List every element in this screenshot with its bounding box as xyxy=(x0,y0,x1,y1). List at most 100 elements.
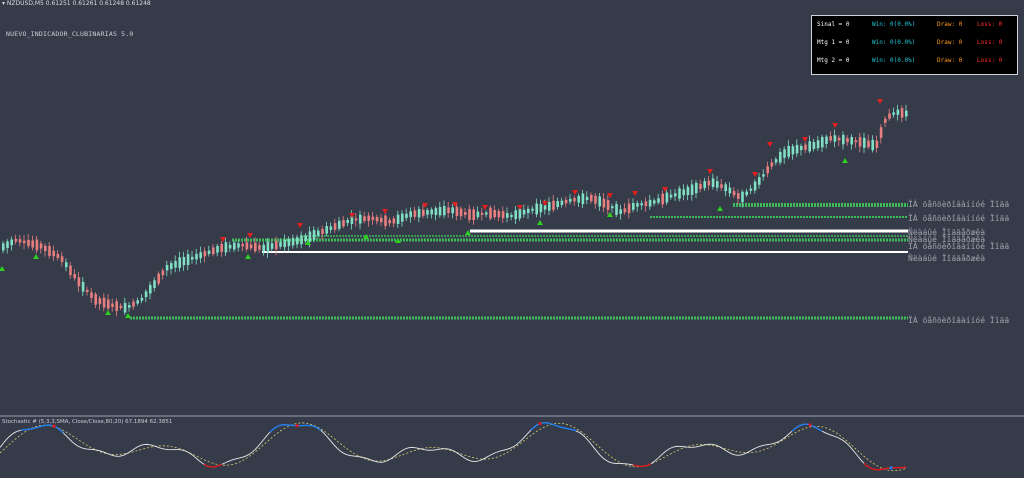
stats-label: Mtg 1 = 0 xyxy=(817,39,850,46)
candle-body xyxy=(56,253,60,258)
candle-body xyxy=(375,217,379,222)
candle-body xyxy=(728,187,732,194)
candle-body xyxy=(199,252,202,259)
candle-body xyxy=(119,305,123,309)
candle-body xyxy=(392,218,396,224)
stats-panel: Sinal = 0 Win: 0(0.0%) Draw: 0 Loss: 0 M… xyxy=(811,15,1018,75)
candle-body xyxy=(90,292,93,298)
candle-body xyxy=(111,303,114,307)
indicator-title: NUEVO_INDICADOR_CLUBINARIAS 5.0 xyxy=(6,30,134,38)
osc-dot xyxy=(808,423,812,427)
candle-body xyxy=(753,181,757,191)
candle-body xyxy=(468,209,471,220)
candle-body xyxy=(741,191,744,203)
candle-body xyxy=(312,229,316,240)
candle-body xyxy=(611,206,614,209)
candle-body xyxy=(98,298,102,305)
candle-body xyxy=(254,242,257,252)
candle-body xyxy=(665,192,669,203)
candle-body xyxy=(216,246,219,253)
candle-body xyxy=(73,274,76,279)
candle-body xyxy=(212,247,215,255)
candle-body xyxy=(623,208,627,213)
sell-arrow-icon xyxy=(607,193,613,198)
oversold-segment xyxy=(215,464,220,468)
candle-body xyxy=(573,197,576,202)
candle-body xyxy=(18,239,22,243)
oversold-segment xyxy=(884,467,889,470)
stats-label: Sinal = 0 xyxy=(817,21,850,28)
candle-body xyxy=(14,238,18,242)
candle-body xyxy=(338,220,341,229)
sell-arrow-icon xyxy=(297,223,303,228)
oversold-segment xyxy=(881,468,886,470)
buy-arrow-icon xyxy=(717,206,723,211)
candle-body xyxy=(560,200,564,205)
sell-arrow-icon xyxy=(877,99,883,104)
overbought-segment xyxy=(551,423,556,426)
stats-win: Win: 0(0.0%) xyxy=(872,39,916,46)
overbought-segment xyxy=(572,429,577,432)
candle-body xyxy=(644,201,648,207)
candle-body xyxy=(291,237,295,246)
candle-body xyxy=(258,245,261,250)
candle-body xyxy=(426,210,429,215)
candle-body xyxy=(333,223,337,230)
candle-body xyxy=(825,136,828,144)
candle-body xyxy=(388,220,391,224)
candle-body xyxy=(459,208,463,217)
overbought-segment xyxy=(560,426,565,429)
overbought-segment xyxy=(563,427,568,430)
stats-draw: Draw: 0 xyxy=(937,57,963,64)
candle-body xyxy=(850,136,853,145)
main-line xyxy=(0,422,907,471)
candle-body xyxy=(35,239,39,251)
candle-body xyxy=(690,184,694,195)
candle-body xyxy=(711,178,715,188)
candle-body xyxy=(39,243,43,249)
candle-body xyxy=(590,194,593,202)
candle-body xyxy=(879,127,883,138)
candle-body xyxy=(233,242,236,250)
candle-body xyxy=(434,208,438,216)
candle-body xyxy=(23,240,26,244)
osc-dot xyxy=(538,421,542,426)
oversold-segment xyxy=(632,464,637,467)
candle-body xyxy=(224,242,228,253)
candle-body xyxy=(409,211,412,218)
candle-body xyxy=(892,112,895,115)
overbought-segment xyxy=(269,428,274,433)
symbol-info: ▾ NZDUSD,M5 0.61251 0.61261 0.61248 0.61… xyxy=(2,0,151,7)
candle-body xyxy=(854,140,858,143)
sell-arrow-icon xyxy=(482,205,488,210)
sell-arrow-icon xyxy=(422,203,428,208)
overbought-segment xyxy=(530,426,535,431)
candle-body xyxy=(577,195,580,203)
sell-arrow-icon xyxy=(349,213,355,218)
overbought-segment xyxy=(533,424,538,428)
candle-body xyxy=(2,243,5,251)
overbought-segment xyxy=(56,427,61,431)
candle-body xyxy=(417,209,421,218)
overbought-segment xyxy=(800,423,805,426)
signal-line xyxy=(0,422,907,472)
candle-body xyxy=(308,231,312,242)
level-label: ÏÀ öåñöèðîâàííóé Ïîää xyxy=(908,200,1010,209)
candle-body xyxy=(165,264,169,271)
candle-body xyxy=(422,209,425,216)
candle-body xyxy=(186,254,190,266)
candle-body xyxy=(31,240,34,248)
candle-body xyxy=(262,244,265,252)
candle-body xyxy=(779,151,782,163)
oversold-segment xyxy=(203,463,208,467)
candle-body xyxy=(632,202,635,210)
sell-arrow-icon xyxy=(517,205,523,210)
candle-body xyxy=(77,277,81,287)
candle-body xyxy=(758,177,761,185)
sell-arrow-icon xyxy=(662,187,668,192)
stats-label: Mtg 2 = 0 xyxy=(817,57,850,64)
stats-draw: Draw: 0 xyxy=(937,39,963,46)
candle-body xyxy=(405,213,408,219)
